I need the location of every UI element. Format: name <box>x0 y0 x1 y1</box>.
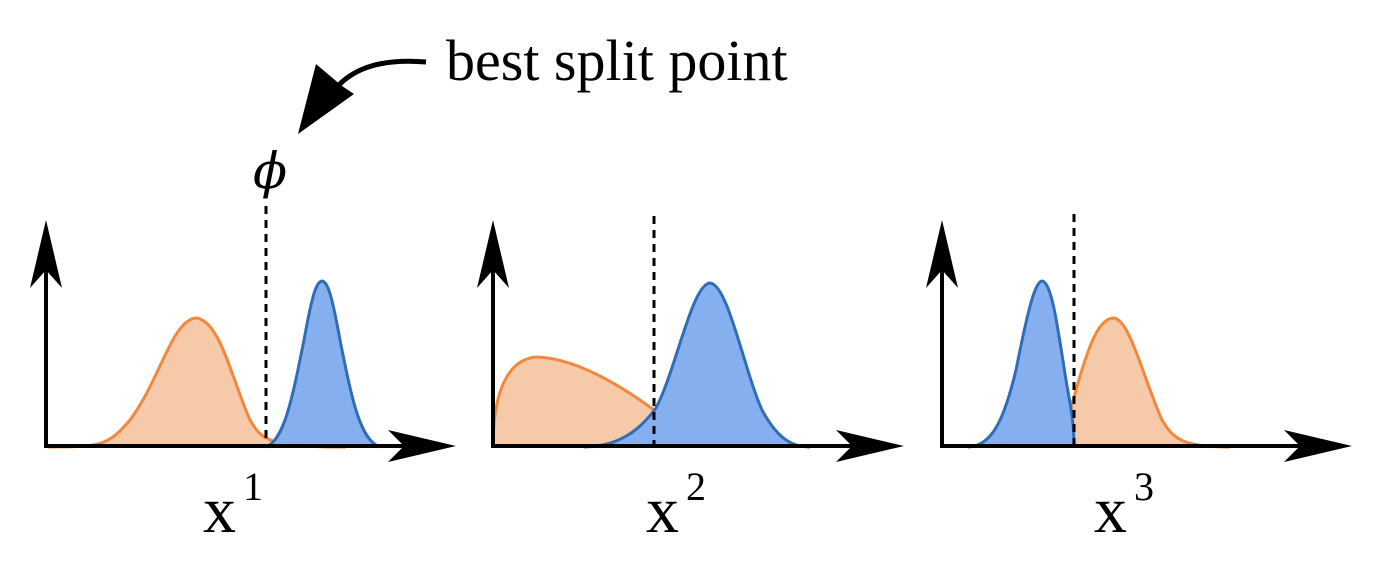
panel-2: x 2 <box>477 216 904 547</box>
axis-variable-superscript: 3 <box>1134 464 1154 509</box>
y-axis-arrowhead <box>30 220 62 288</box>
panel-1: x 1 <box>30 206 456 547</box>
callout-label: best split point <box>446 28 788 93</box>
callout-arrow-head <box>298 64 354 134</box>
axis-variable: x <box>646 474 679 547</box>
blue-distribution-curve <box>583 281 811 449</box>
callout-arrow-shaft <box>334 58 427 90</box>
orange-distribution-curve <box>47 316 347 449</box>
orange-distribution-curve <box>491 355 655 448</box>
y-axis-arrowhead <box>926 220 958 288</box>
threshold-symbol: ϕ <box>253 142 287 200</box>
axis-variable-superscript: 1 <box>243 464 263 509</box>
orange-distribution-area <box>48 318 346 447</box>
blue-distribution-area <box>968 281 1074 447</box>
axis-variable: x <box>203 474 236 547</box>
orange-distribution-area <box>1046 318 1230 447</box>
panel-3: x 3 <box>926 214 1352 547</box>
blue-distribution-area <box>584 283 810 447</box>
axis-variable-superscript: 2 <box>686 464 706 509</box>
blue-distribution-curve <box>967 279 1076 449</box>
blue-distribution-curve <box>265 279 381 449</box>
x-axis-arrowhead <box>836 430 904 462</box>
x-axis-arrowhead <box>1284 430 1352 462</box>
x-axis-arrowhead <box>388 430 456 462</box>
y-axis-arrowhead <box>477 220 509 288</box>
blue-distribution-area <box>266 281 380 447</box>
orange-distribution-area <box>493 357 654 447</box>
axis-variable: x <box>1094 474 1127 547</box>
